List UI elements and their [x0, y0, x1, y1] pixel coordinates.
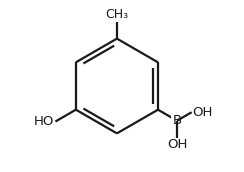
Text: OH: OH — [193, 106, 213, 119]
Text: OH: OH — [167, 138, 187, 152]
Text: CH₃: CH₃ — [105, 8, 129, 21]
Text: HO: HO — [34, 115, 54, 128]
Text: B: B — [173, 114, 182, 127]
